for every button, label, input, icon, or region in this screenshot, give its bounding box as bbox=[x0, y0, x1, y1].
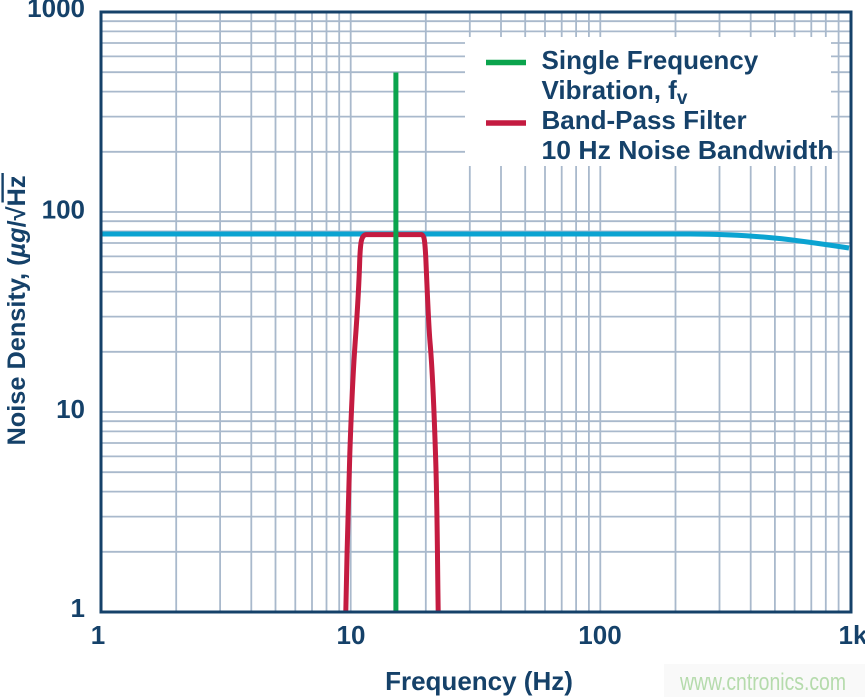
svg-text:Single Frequency: Single Frequency bbox=[542, 45, 759, 75]
svg-text:1: 1 bbox=[91, 620, 105, 650]
svg-text:10: 10 bbox=[56, 394, 85, 424]
svg-text:10 Hz Noise Bandwidth: 10 Hz Noise Bandwidth bbox=[542, 135, 834, 165]
svg-text:100: 100 bbox=[578, 620, 621, 650]
svg-text:100: 100 bbox=[42, 195, 85, 225]
svg-text:www.cntronics.com: www.cntronics.com bbox=[679, 669, 846, 696]
svg-text:1000: 1000 bbox=[27, 0, 85, 23]
svg-text:Noise Density, (µg/√Hz: Noise Density, (µg/√Hz bbox=[3, 176, 31, 446]
svg-text:Vibration, fv: Vibration, fv bbox=[542, 75, 688, 109]
svg-text:Band-Pass Filter: Band-Pass Filter bbox=[542, 105, 747, 135]
svg-text:1k: 1k bbox=[839, 620, 865, 650]
svg-text:Frequency (Hz): Frequency (Hz) bbox=[385, 666, 573, 696]
svg-text:10: 10 bbox=[337, 620, 366, 650]
svg-text:1: 1 bbox=[71, 593, 85, 623]
